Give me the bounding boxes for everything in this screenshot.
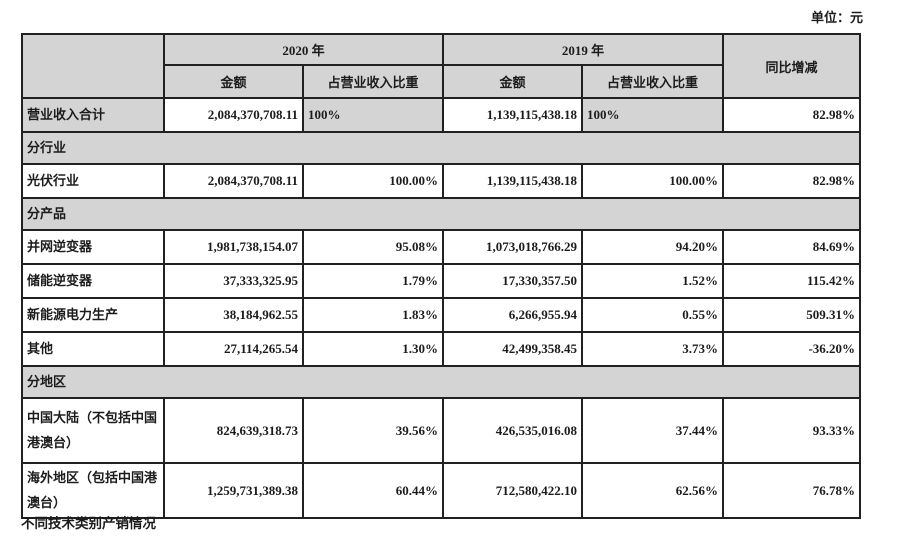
- row-revenue-total: 营业收入合计 2,084,370,708.11 100% 1,139,115,4…: [21, 97, 862, 133]
- cell-yoy: 76.78%: [722, 462, 862, 519]
- cell-amount-2020: 37,333,325.95: [163, 263, 304, 299]
- cell-share-2019: 94.20%: [581, 229, 725, 265]
- table-header-row-metrics: 金额 占营业收入比重 金额 占营业收入比重: [22, 64, 860, 99]
- cell-share-2019: 62.56%: [581, 462, 725, 519]
- cell-amount-2020: 2,084,370,708.11: [163, 97, 304, 133]
- cell-share-2019: 1.52%: [581, 263, 725, 299]
- cell-share-2020: 39.56%: [301, 397, 445, 464]
- cell-share-2019: 0.55%: [581, 297, 725, 333]
- cell-share-2020: 100%: [301, 97, 445, 133]
- cell-share-2019: 37.44%: [581, 397, 725, 464]
- row-china-mainland: 中国大陆（不包括中国港澳台） 824,639,318.73 39.56% 426…: [21, 397, 862, 464]
- cell-yoy: 82.98%: [722, 163, 862, 199]
- header-year-2019: 2019 年: [442, 33, 725, 66]
- header-share-2019: 占营业收入比重: [581, 64, 725, 99]
- cell-amount-2020: 1,259,731,389.38: [163, 462, 304, 519]
- cell-share-2020: 95.08%: [301, 229, 445, 265]
- cell-amount-2019: 17,330,357.50: [442, 263, 584, 299]
- cell-amount-2019: 1,073,018,766.29: [442, 229, 584, 265]
- cell-amount-2019: 42,499,358.45: [442, 331, 584, 367]
- cell-amount-2020: 2,084,370,708.11: [163, 163, 304, 199]
- cell-label: 中国大陆（不包括中国港澳台）: [21, 397, 165, 464]
- cell-share-2019: 100.00%: [581, 163, 725, 199]
- cell-share-2020: 1.79%: [301, 263, 445, 299]
- row-storage-inverter: 储能逆变器 37,333,325.95 1.79% 17,330,357.50 …: [21, 263, 862, 299]
- section-label: 分产品: [20, 197, 862, 231]
- cell-label: 光伏行业: [21, 163, 165, 199]
- cell-share-2020: 60.44%: [301, 462, 445, 519]
- cell-share-2020: 1.30%: [301, 331, 445, 367]
- header-share-2020: 占营业收入比重: [301, 64, 445, 99]
- revenue-table: 2020 年 2019 年 同比增减 金额 占营业收入比重 金额 占营业收入比重…: [20, 33, 862, 519]
- cell-share-2020: 1.83%: [301, 297, 445, 333]
- cell-label: 储能逆变器: [21, 263, 165, 299]
- cell-amount-2020: 1,981,738,154.07: [163, 229, 304, 265]
- header-amount-2020: 金额: [163, 64, 304, 99]
- footer-note: 不同技术类别产销情况: [21, 516, 156, 531]
- cell-amount-2020: 27,114,265.54: [163, 331, 304, 367]
- row-new-energy-power: 新能源电力生产 38,184,962.55 1.83% 6,266,955.94…: [21, 297, 862, 333]
- cell-yoy: 115.42%: [722, 263, 862, 299]
- cell-label: 营业收入合计: [21, 97, 165, 133]
- row-overseas: 海外地区（包括中国港澳台） 1,259,731,389.38 60.44% 71…: [21, 462, 862, 519]
- cell-label: 其他: [21, 331, 165, 367]
- cell-yoy: 93.33%: [722, 397, 862, 464]
- cell-amount-2019: 426,535,016.08: [442, 397, 584, 464]
- cell-amount-2020: 824,639,318.73: [163, 397, 304, 464]
- cell-amount-2019: 6,266,955.94: [442, 297, 584, 333]
- cell-amount-2019: 1,139,115,438.18: [442, 163, 584, 199]
- cell-yoy: -36.20%: [722, 331, 862, 367]
- section-label: 分地区: [20, 365, 862, 399]
- row-pv-industry: 光伏行业 2,084,370,708.11 100.00% 1,139,115,…: [21, 163, 862, 199]
- cell-share-2019: 100%: [581, 97, 725, 133]
- section-by-industry: 分行业: [20, 131, 862, 165]
- cell-share-2020: 100.00%: [301, 163, 445, 199]
- section-label: 分行业: [20, 131, 862, 165]
- table-header-row-years: 2020 年 2019 年 同比增减: [21, 33, 862, 99]
- cell-yoy: 509.31%: [722, 297, 862, 333]
- cell-yoy: 82.98%: [722, 97, 862, 133]
- section-by-product: 分产品: [20, 197, 862, 231]
- cell-label: 海外地区（包括中国港澳台）: [21, 462, 165, 519]
- cell-label: 新能源电力生产: [21, 297, 165, 333]
- cell-amount-2019: 1,139,115,438.18: [442, 97, 584, 133]
- row-other: 其他 27,114,265.54 1.30% 42,499,358.45 3.7…: [21, 331, 862, 367]
- corner-cell: [21, 33, 165, 99]
- header-yoy: 同比增减: [722, 33, 862, 99]
- cell-label: 并网逆变器: [21, 229, 165, 265]
- cell-yoy: 84.69%: [722, 229, 862, 265]
- row-grid-inverter: 并网逆变器 1,981,738,154.07 95.08% 1,073,018,…: [21, 229, 862, 265]
- cell-amount-2019: 712,580,422.10: [442, 462, 584, 519]
- unit-label: 单位：元: [810, 10, 863, 25]
- header-year-2020: 2020 年: [162, 33, 445, 66]
- header-amount-2019: 金额: [442, 64, 584, 99]
- cell-amount-2020: 38,184,962.55: [163, 297, 304, 333]
- cell-share-2019: 3.73%: [581, 331, 725, 367]
- section-by-region: 分地区: [20, 365, 862, 399]
